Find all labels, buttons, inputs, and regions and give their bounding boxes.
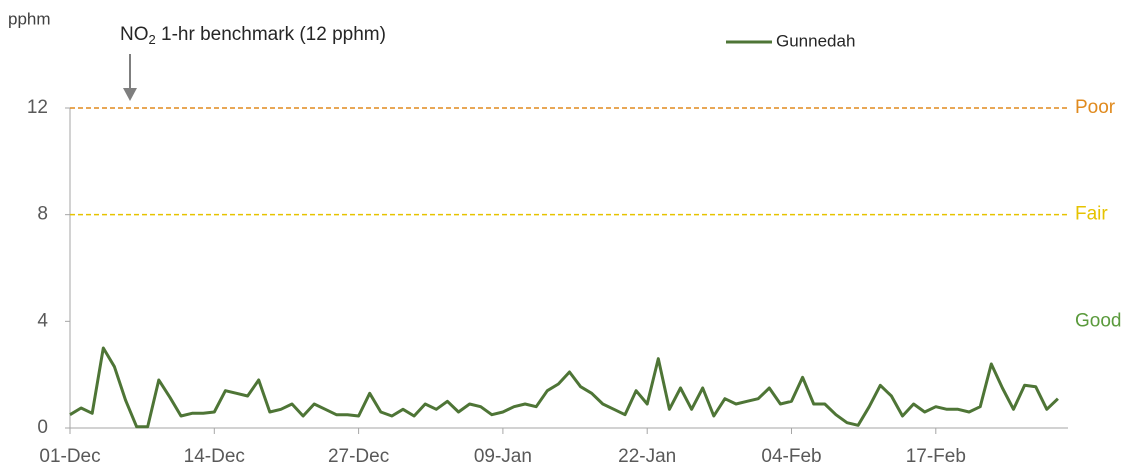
y-tick-label: 0 <box>37 417 48 438</box>
y-axis-label: pphm <box>8 9 51 28</box>
x-tick-label: 09-Jan <box>474 446 532 467</box>
threshold-label: Poor <box>1075 97 1116 118</box>
threshold-label: Fair <box>1075 204 1108 225</box>
series-line <box>69 346 1059 429</box>
x-tick-label: 22-Jan <box>618 446 676 467</box>
zone-label: Good <box>1075 310 1121 331</box>
annotation-arrowhead <box>123 88 137 101</box>
annotation-text: 1-hr benchmark (12 pphm) <box>156 24 386 45</box>
x-tick-label: 01-Dec <box>39 446 100 467</box>
annotation-sub: 2 <box>149 32 156 47</box>
legend-label: Gunnedah <box>776 31 855 50</box>
annotation: NO2 1-hr benchmark (12 pphm) <box>120 24 386 47</box>
x-tick-label: 27-Dec <box>328 446 389 467</box>
annotation-prefix: NO <box>120 24 149 45</box>
y-tick-label: 4 <box>37 310 48 331</box>
x-tick-label: 04-Feb <box>761 446 821 467</box>
y-tick-label: 8 <box>37 204 48 225</box>
x-tick-label: 14-Dec <box>184 446 245 467</box>
x-tick-label: 17-Feb <box>906 446 966 467</box>
y-tick-label: 12 <box>27 97 48 118</box>
